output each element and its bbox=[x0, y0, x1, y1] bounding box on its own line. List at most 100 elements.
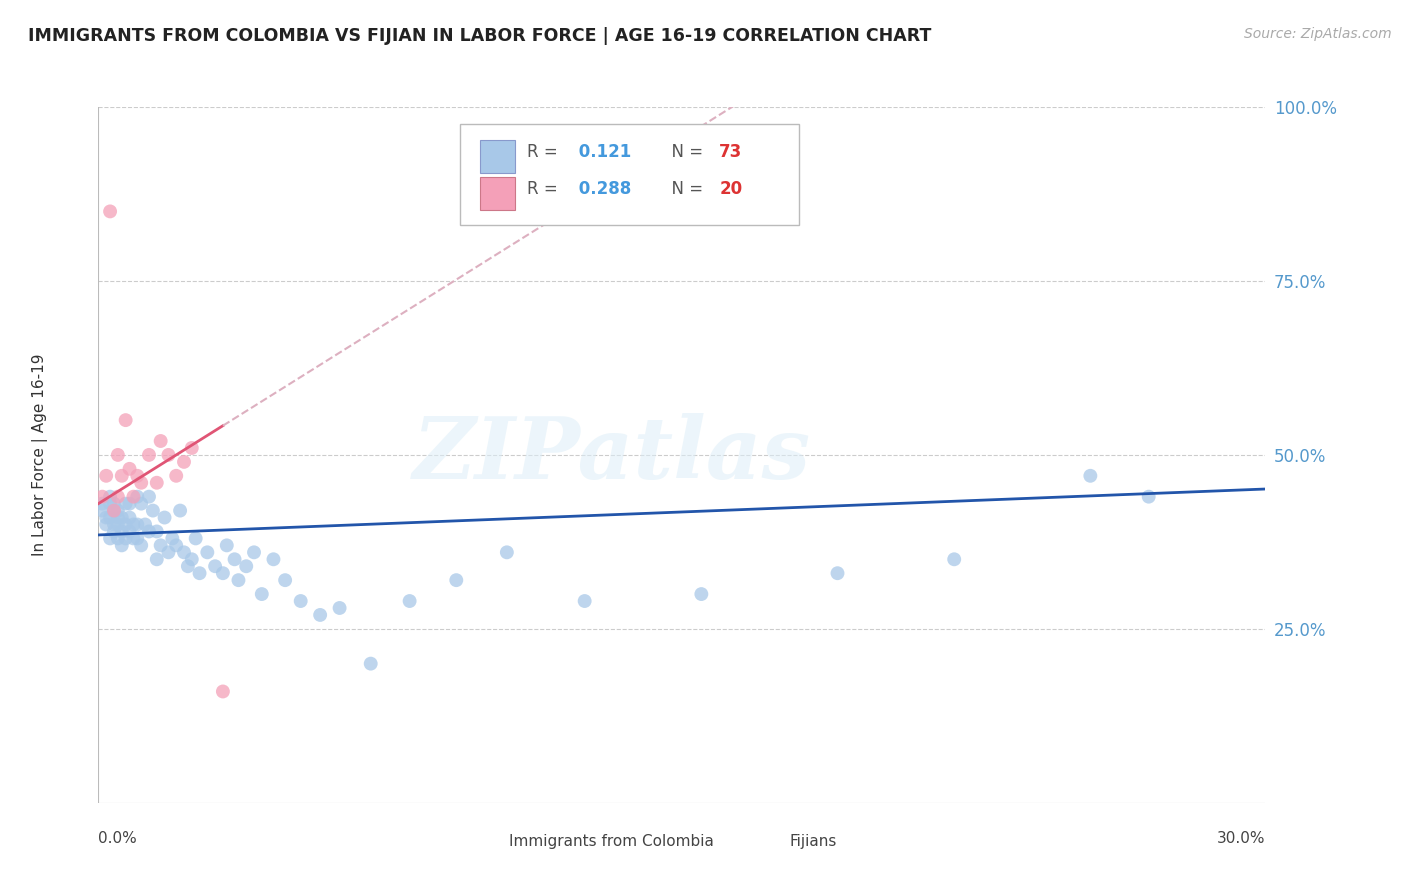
Point bbox=[98, 510, 121, 524]
Point bbox=[111, 524, 134, 539]
Text: 73: 73 bbox=[720, 144, 742, 161]
Point bbox=[290, 594, 312, 608]
Point bbox=[107, 510, 129, 524]
Point bbox=[114, 517, 136, 532]
Point bbox=[134, 517, 156, 532]
FancyBboxPatch shape bbox=[472, 823, 501, 845]
Point bbox=[98, 490, 121, 504]
Point bbox=[243, 545, 266, 559]
Point bbox=[111, 538, 134, 552]
Text: R =: R = bbox=[527, 144, 562, 161]
Point bbox=[118, 462, 141, 476]
Point bbox=[91, 490, 114, 504]
Point bbox=[111, 510, 134, 524]
Text: 30.0%: 30.0% bbox=[1218, 830, 1265, 846]
Point bbox=[574, 594, 596, 608]
Point bbox=[138, 490, 160, 504]
FancyBboxPatch shape bbox=[479, 177, 515, 210]
Text: In Labor Force | Age 16-19: In Labor Force | Age 16-19 bbox=[32, 353, 48, 557]
Point bbox=[107, 448, 129, 462]
Point bbox=[103, 497, 125, 511]
Point bbox=[1137, 490, 1160, 504]
Point bbox=[184, 532, 207, 546]
Point bbox=[122, 532, 145, 546]
Point bbox=[157, 545, 180, 559]
FancyBboxPatch shape bbox=[460, 124, 799, 226]
FancyBboxPatch shape bbox=[479, 140, 515, 173]
Point bbox=[127, 468, 149, 483]
Point bbox=[138, 448, 160, 462]
Point bbox=[118, 510, 141, 524]
Point bbox=[122, 517, 145, 532]
Text: 20: 20 bbox=[720, 180, 742, 198]
Text: 0.121: 0.121 bbox=[574, 144, 631, 161]
Point bbox=[228, 573, 250, 587]
Text: R =: R = bbox=[527, 180, 562, 198]
Point bbox=[153, 510, 176, 524]
Point bbox=[188, 566, 211, 581]
Point bbox=[138, 524, 160, 539]
Point bbox=[173, 545, 195, 559]
Point bbox=[398, 594, 420, 608]
Point bbox=[827, 566, 849, 581]
Point bbox=[96, 468, 118, 483]
Point bbox=[180, 441, 202, 455]
Point bbox=[149, 434, 172, 448]
Point bbox=[114, 497, 136, 511]
Point bbox=[107, 503, 129, 517]
Point bbox=[118, 497, 141, 511]
Point bbox=[142, 503, 165, 517]
Text: N =: N = bbox=[661, 180, 709, 198]
Point bbox=[129, 538, 152, 552]
Point bbox=[690, 587, 713, 601]
Point bbox=[127, 532, 149, 546]
Point bbox=[127, 490, 149, 504]
Point bbox=[1080, 468, 1102, 483]
Point bbox=[215, 538, 238, 552]
Point bbox=[107, 490, 129, 504]
Point bbox=[212, 566, 235, 581]
Point bbox=[114, 532, 136, 546]
Point bbox=[91, 497, 114, 511]
Point bbox=[98, 497, 121, 511]
Point bbox=[146, 524, 169, 539]
Point bbox=[98, 532, 121, 546]
Point bbox=[212, 684, 235, 698]
Point bbox=[118, 524, 141, 539]
Point bbox=[98, 204, 121, 219]
Point bbox=[250, 587, 273, 601]
FancyBboxPatch shape bbox=[752, 823, 782, 845]
Point bbox=[146, 552, 169, 566]
Point bbox=[91, 503, 114, 517]
Point bbox=[309, 607, 332, 622]
Point bbox=[103, 517, 125, 532]
Point bbox=[177, 559, 200, 574]
Point bbox=[111, 468, 134, 483]
Point bbox=[129, 497, 152, 511]
Point bbox=[165, 538, 187, 552]
Point bbox=[224, 552, 246, 566]
Point bbox=[274, 573, 297, 587]
Point bbox=[943, 552, 966, 566]
Point bbox=[127, 517, 149, 532]
Text: Source: ZipAtlas.com: Source: ZipAtlas.com bbox=[1244, 27, 1392, 41]
Point bbox=[122, 490, 145, 504]
Point bbox=[329, 601, 352, 615]
Point bbox=[165, 468, 187, 483]
Point bbox=[96, 517, 118, 532]
Point bbox=[496, 545, 519, 559]
Point bbox=[103, 503, 125, 517]
Text: 0.288: 0.288 bbox=[574, 180, 631, 198]
Point bbox=[180, 552, 202, 566]
Text: Immigrants from Colombia: Immigrants from Colombia bbox=[509, 833, 714, 848]
Point bbox=[446, 573, 468, 587]
Point bbox=[146, 475, 169, 490]
Point bbox=[103, 524, 125, 539]
Point bbox=[107, 517, 129, 532]
Text: Fijians: Fijians bbox=[789, 833, 837, 848]
Point bbox=[149, 538, 172, 552]
Point bbox=[173, 455, 195, 469]
Point bbox=[195, 545, 218, 559]
Point bbox=[204, 559, 226, 574]
Point bbox=[129, 475, 152, 490]
